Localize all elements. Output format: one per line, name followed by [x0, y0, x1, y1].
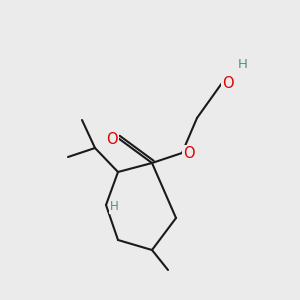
Text: O: O: [106, 131, 118, 146]
Text: O: O: [183, 146, 195, 161]
Text: H: H: [110, 200, 118, 214]
Text: H: H: [238, 58, 248, 71]
Text: O: O: [222, 76, 234, 92]
